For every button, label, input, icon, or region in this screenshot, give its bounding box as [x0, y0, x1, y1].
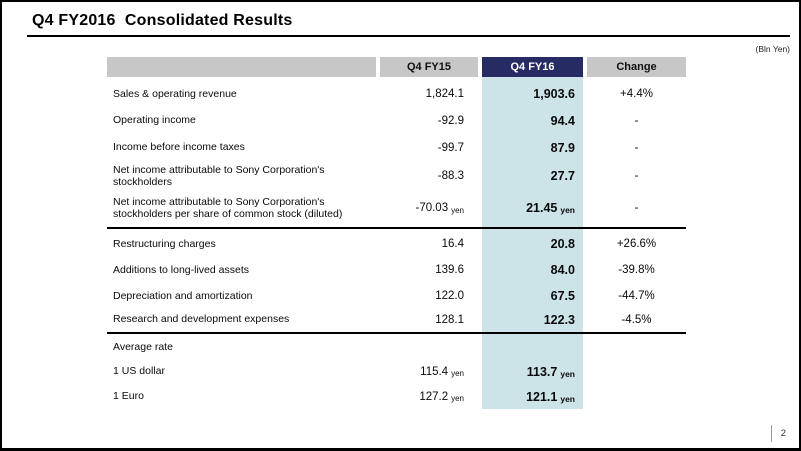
header-q4fy15: Q4 FY15 — [380, 57, 478, 77]
value-text: 127.2 — [419, 390, 449, 403]
change-value: - — [634, 141, 639, 154]
value-text: 1,903.6 — [533, 87, 575, 101]
change-value: +26.6% — [616, 238, 657, 250]
fy15-value: 1,824.1 — [380, 81, 478, 107]
section-divider — [107, 227, 686, 229]
value-text: 115.4 — [420, 365, 449, 378]
fy16-value: 20.8 — [482, 231, 583, 257]
change-value — [587, 336, 686, 359]
value-text: 94.4 — [550, 113, 575, 128]
value-text: -99.7 — [437, 141, 464, 154]
value-text: 27.7 — [550, 169, 575, 183]
change-value: - — [634, 202, 639, 214]
title-underline — [27, 35, 790, 37]
page-number: 2 — [780, 428, 786, 439]
fy15-value: -92.9 — [380, 107, 478, 134]
fy16-value: 122.3 — [482, 309, 583, 330]
change-value: - — [634, 170, 639, 182]
header-q4fy16: Q4 FY16 — [482, 57, 583, 77]
fy15-value: -70.03 yen — [380, 191, 478, 225]
row-label: Net income attributable to Sony Corporat… — [113, 163, 325, 188]
section-divider — [107, 332, 686, 334]
fy15-value: 127.2 yen — [380, 384, 478, 409]
fy16-value: 27.7 — [482, 161, 583, 191]
row-label: Income before income taxes — [113, 141, 245, 154]
row-label: Research and development expenses — [113, 313, 290, 326]
value-text: -70.03 — [415, 202, 449, 214]
row-label: Net income attributable to Sony Corporat… — [113, 195, 343, 220]
table-grid: Q4 FY15 Q4 FY16 Change Sales & operating… — [107, 57, 686, 409]
yen-suffix: yen — [451, 205, 464, 215]
fy15-value: 139.6 — [380, 257, 478, 283]
fy15-value: -88.3 — [380, 161, 478, 191]
value-text: 20.8 — [550, 237, 575, 251]
yen-suffix: yen — [451, 369, 464, 378]
fy16-value: 94.4 — [482, 107, 583, 134]
fy16-value: 121.1 yen — [482, 384, 583, 409]
value-text: 113.7 — [526, 364, 558, 379]
value-text: 121.1 — [526, 389, 558, 404]
fy16-highlight-column — [482, 77, 583, 409]
fy15-value: 122.0 — [380, 283, 478, 309]
fy15-value: 115.4 yen — [380, 359, 478, 384]
consolidated-results-table: Q4 FY15 Q4 FY16 Change Sales & operating… — [107, 57, 686, 409]
value-text: 139.6 — [435, 264, 464, 276]
fy16-value: 113.7 yen — [482, 359, 583, 384]
row-label: Additions to long-lived assets — [113, 263, 249, 276]
row-label: Depreciation and amortization — [113, 289, 253, 302]
value-text: 122.3 — [543, 312, 575, 327]
value-text: -88.3 — [437, 170, 464, 182]
value-text: 67.5 — [550, 289, 575, 303]
yen-suffix: yen — [560, 393, 575, 404]
value-text: 122.0 — [435, 290, 464, 302]
page-number-area: 2 — [770, 425, 786, 442]
value-text: 87.9 — [550, 140, 575, 155]
fy16-value: 1,903.6 — [482, 81, 583, 107]
row-label: 1 Euro — [113, 390, 144, 403]
fy16-value — [482, 336, 583, 359]
change-value: -39.8% — [618, 264, 655, 276]
header-change: Change — [587, 57, 686, 77]
value-text: 16.4 — [441, 238, 464, 250]
fy15-value: -99.7 — [380, 134, 478, 161]
change-value: +4.4% — [620, 88, 653, 100]
fy16-value: 87.9 — [482, 134, 583, 161]
value-text: 1,824.1 — [425, 88, 464, 100]
change-value — [587, 359, 686, 384]
value-text: 21.45 — [526, 201, 558, 215]
row-label: Average rate — [113, 341, 173, 354]
fy16-value: 84.0 — [482, 257, 583, 283]
value-text: 128.1 — [435, 313, 464, 326]
yen-suffix: yen — [560, 368, 575, 379]
row-label: Restructuring charges — [113, 237, 216, 250]
change-value: -44.7% — [618, 290, 655, 302]
row-label: 1 US dollar — [113, 365, 165, 378]
fy16-value: 21.45 yen — [482, 191, 583, 225]
change-value: - — [634, 114, 639, 127]
fy15-value: 16.4 — [380, 231, 478, 257]
header-empty-cell — [107, 57, 376, 77]
slide-title: Q4 FY2016 Consolidated Results — [32, 12, 293, 29]
value-text: -92.9 — [437, 114, 464, 127]
yen-suffix: yen — [560, 205, 575, 215]
change-value: -4.5% — [621, 313, 652, 326]
row-label: Operating income — [113, 114, 196, 127]
fy15-value — [380, 336, 478, 359]
unit-note: (Bln Yen) — [755, 44, 791, 54]
yen-suffix: yen — [451, 394, 464, 403]
fy15-value: 128.1 — [380, 309, 478, 330]
fy16-value: 67.5 — [482, 283, 583, 309]
page-number-divider — [770, 425, 772, 442]
change-value — [587, 384, 686, 409]
value-text: 84.0 — [550, 263, 575, 277]
row-label: Sales & operating revenue — [113, 87, 237, 100]
